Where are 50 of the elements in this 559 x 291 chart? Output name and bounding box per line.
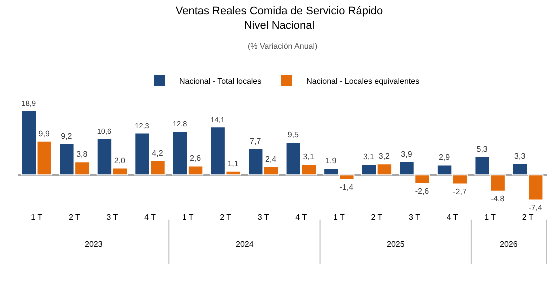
x-tick-label: 2 T bbox=[68, 213, 80, 222]
data-label: 14,1 bbox=[210, 115, 225, 124]
data-label: -2,7 bbox=[453, 187, 468, 196]
data-label: -1,4 bbox=[340, 182, 354, 192]
data-label: -7,4 bbox=[528, 203, 544, 212]
data-label: 5,3 bbox=[476, 145, 488, 154]
data-label: 3,3 bbox=[514, 152, 526, 161]
data-label: 9,5 bbox=[288, 130, 300, 140]
x-tick-label: 3 T bbox=[258, 213, 270, 222]
data-label: 2,6 bbox=[190, 154, 202, 164]
text: 2023 bbox=[85, 240, 104, 249]
data-label: 3,2 bbox=[378, 152, 391, 162]
text: 2025 bbox=[387, 240, 406, 249]
text: 2024 bbox=[236, 240, 254, 249]
x-tick-label: 1 T bbox=[484, 213, 496, 222]
data-label: 2,0 bbox=[114, 156, 126, 166]
data-label: 2,9 bbox=[438, 153, 451, 162]
data-label: 2,4 bbox=[266, 154, 278, 164]
data-label: 1,1 bbox=[228, 159, 240, 168]
x-tick-label: 2 T bbox=[220, 213, 232, 222]
data-label: 3,8 bbox=[76, 150, 88, 160]
chart-subtitle: (% Variación Anual) bbox=[248, 42, 318, 51]
data-label: 12,8 bbox=[172, 120, 188, 129]
x-tick-label: 1 T bbox=[333, 213, 345, 222]
x-tick-label: 3 T bbox=[106, 213, 118, 222]
text: 2026 bbox=[500, 240, 518, 249]
x-tick-label: 2 T bbox=[522, 213, 534, 222]
data-label: 9,2 bbox=[61, 132, 73, 141]
data-label: 9,9 bbox=[38, 129, 50, 138]
data-label: 12,3 bbox=[135, 121, 150, 130]
x-tick-label: 1 T bbox=[31, 213, 43, 222]
x-tick-label: 4 T bbox=[144, 213, 156, 222]
x-tick-label: 2 T bbox=[371, 213, 383, 222]
x-tick-label: 1 T bbox=[182, 213, 194, 222]
chart-title: Ventas Reales Comida de Servicio Rápido Nivel Nacional bbox=[176, 6, 384, 32]
data-label: 3,1 bbox=[303, 152, 315, 162]
x-tick-label: 4 T bbox=[296, 213, 308, 222]
data-label: 4,2 bbox=[152, 148, 164, 158]
data-label: 3,1 bbox=[363, 152, 376, 162]
data-label: -4,8 bbox=[490, 194, 506, 204]
x-tick-label: 4 T bbox=[446, 213, 458, 222]
legend-label: Nacional - Locales equivalentes bbox=[306, 77, 420, 86]
data-label: 3,9 bbox=[401, 150, 413, 159]
x-tick-label: 3 T bbox=[409, 213, 421, 222]
legend-label: Nacional - Total locales bbox=[180, 77, 262, 86]
data-label: 18,9 bbox=[22, 98, 36, 108]
data-label: 7,7 bbox=[250, 136, 262, 146]
data-label: 10,6 bbox=[97, 127, 112, 136]
data-label: 1,9 bbox=[326, 156, 338, 166]
data-label: -2,6 bbox=[415, 186, 430, 196]
